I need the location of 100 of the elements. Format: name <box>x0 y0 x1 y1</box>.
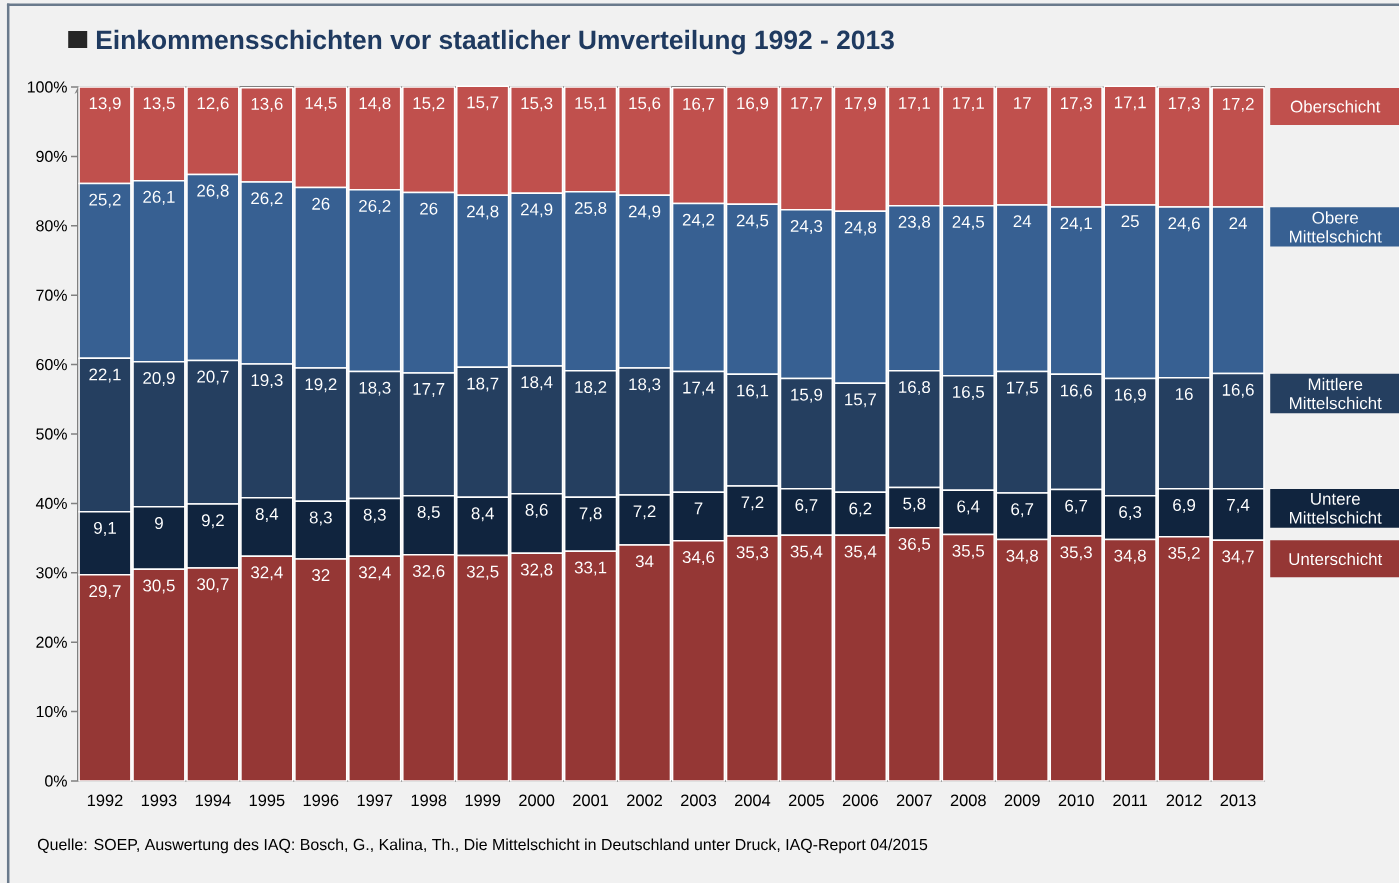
data-label: 15,9 <box>791 388 823 403</box>
data-label: 19,3 <box>251 374 283 389</box>
data-label: 6,7 <box>1065 499 1088 514</box>
data-label: 8,6 <box>525 503 548 518</box>
data-label: 32,4 <box>358 566 391 581</box>
x-tick-label: 2004 <box>734 794 771 807</box>
y-tick-label: 70% <box>36 289 67 301</box>
data-label: 12,6 <box>197 97 229 112</box>
data-label: 9 <box>155 517 163 530</box>
data-label: 34,6 <box>682 551 715 566</box>
y-tick-label: 50% <box>36 428 67 440</box>
x-tick-label: 2013 <box>1220 794 1256 807</box>
data-label: 20,7 <box>197 370 229 385</box>
data-label: 24,8 <box>467 205 499 220</box>
data-label: 24,1 <box>1060 217 1092 232</box>
data-label: 32,4 <box>251 566 283 581</box>
data-label: 24,9 <box>521 203 553 218</box>
series-label: Oberschicht <box>1290 100 1381 113</box>
data-label: 24,6 <box>1168 217 1200 232</box>
data-label: 26,2 <box>359 199 391 214</box>
series-label: Mittlere Mittelschicht <box>1290 377 1382 410</box>
data-label: 25 <box>1121 215 1139 228</box>
x-tick-label: 2001 <box>573 794 609 807</box>
data-label: 20,9 <box>143 372 175 387</box>
data-label: 6,2 <box>849 502 872 517</box>
data-label: 26,1 <box>143 190 175 205</box>
x-tick-label: 2011 <box>1113 794 1148 807</box>
y-tick-label: 30% <box>36 567 67 579</box>
y-tick-label: 60% <box>36 358 67 371</box>
data-label: 16 <box>1175 387 1193 400</box>
data-label: 34,8 <box>1114 549 1146 564</box>
data-label: 30,5 <box>143 579 175 594</box>
data-label: 35,3 <box>736 546 769 561</box>
data-label: 15,2 <box>413 97 445 112</box>
x-tick-label: 2000 <box>519 794 555 807</box>
data-label: 24,9 <box>628 205 661 220</box>
data-label: 17,2 <box>1222 97 1254 112</box>
data-label: 29,7 <box>89 585 121 600</box>
x-tick-label: 2005 <box>788 794 824 807</box>
data-label: 7 <box>694 502 703 515</box>
data-label: 35,4 <box>844 545 877 560</box>
data-label: 17,4 <box>683 381 715 396</box>
data-label: 8,4 <box>471 507 494 522</box>
data-label: 17,1 <box>1114 96 1146 111</box>
data-label: 7,8 <box>579 507 602 522</box>
y-tick-label: 90% <box>36 150 67 163</box>
y-tick-label: 100% <box>27 81 67 93</box>
data-label: 24,8 <box>844 221 877 236</box>
x-tick-label: 2009 <box>1004 794 1040 807</box>
series-label: Untere Mittelschicht <box>1290 493 1382 524</box>
x-tick-label: 2007 <box>896 794 932 807</box>
data-label: 14,5 <box>305 97 337 112</box>
data-label: 26 <box>420 202 438 215</box>
data-label: 18,3 <box>629 378 661 393</box>
data-label: 24 <box>1013 215 1032 227</box>
data-label: 32,8 <box>520 563 553 578</box>
chart-title: Einkommensschichten vor staatlicher Umverteilung 1992 - 2013 <box>96 29 894 55</box>
data-label: 13,6 <box>251 97 283 112</box>
data-label: 7,2 <box>741 496 764 511</box>
x-tick-label: 1993 <box>141 794 177 807</box>
data-label: 17,7 <box>791 97 823 112</box>
data-label: 32,6 <box>412 564 445 579</box>
data-label: 17 <box>1014 97 1031 109</box>
y-tick-label: 0% <box>45 775 67 787</box>
data-label: 25,8 <box>574 201 607 216</box>
data-label: 18,7 <box>467 377 499 392</box>
y-tick-label: 40% <box>35 497 67 510</box>
data-label: 16,5 <box>953 385 985 400</box>
data-label: 23,8 <box>898 215 931 230</box>
x-tick-label: 2002 <box>627 794 662 807</box>
data-label: 15,7 <box>845 393 876 408</box>
data-label: 5,8 <box>903 497 926 512</box>
data-label: 19,2 <box>305 378 337 393</box>
data-label: 16,9 <box>1114 388 1146 403</box>
data-label: 15,6 <box>629 97 661 112</box>
data-label: 32,5 <box>466 565 499 580</box>
data-label: 8,3 <box>309 511 332 526</box>
data-label: 18,2 <box>575 381 607 396</box>
data-label: 24,5 <box>952 215 985 230</box>
data-label: 22,1 <box>89 368 121 383</box>
data-label: 35,3 <box>1060 546 1092 561</box>
data-label: 24,3 <box>790 220 823 235</box>
data-label: 18,3 <box>359 381 391 396</box>
x-tick-label: 1995 <box>249 794 285 807</box>
data-label: 17,1 <box>899 97 930 112</box>
x-tick-label: 1999 <box>465 794 501 807</box>
data-label: 17,7 <box>413 383 445 397</box>
x-tick-label: 1998 <box>411 794 447 807</box>
data-label: 26,8 <box>197 184 229 199</box>
data-label: 26,2 <box>251 192 283 207</box>
data-label: 24 <box>1229 217 1247 230</box>
y-tick-label: 80% <box>36 220 67 232</box>
x-tick-label: 1997 <box>357 794 393 807</box>
data-label: 25,2 <box>89 193 121 208</box>
data-label: 15,1 <box>575 97 607 112</box>
data-label: 13,5 <box>143 97 175 112</box>
data-label: 35,2 <box>1168 546 1200 561</box>
data-label: 30,7 <box>197 578 229 593</box>
data-label: 15,3 <box>521 97 553 112</box>
data-label: 8,3 <box>363 508 386 523</box>
